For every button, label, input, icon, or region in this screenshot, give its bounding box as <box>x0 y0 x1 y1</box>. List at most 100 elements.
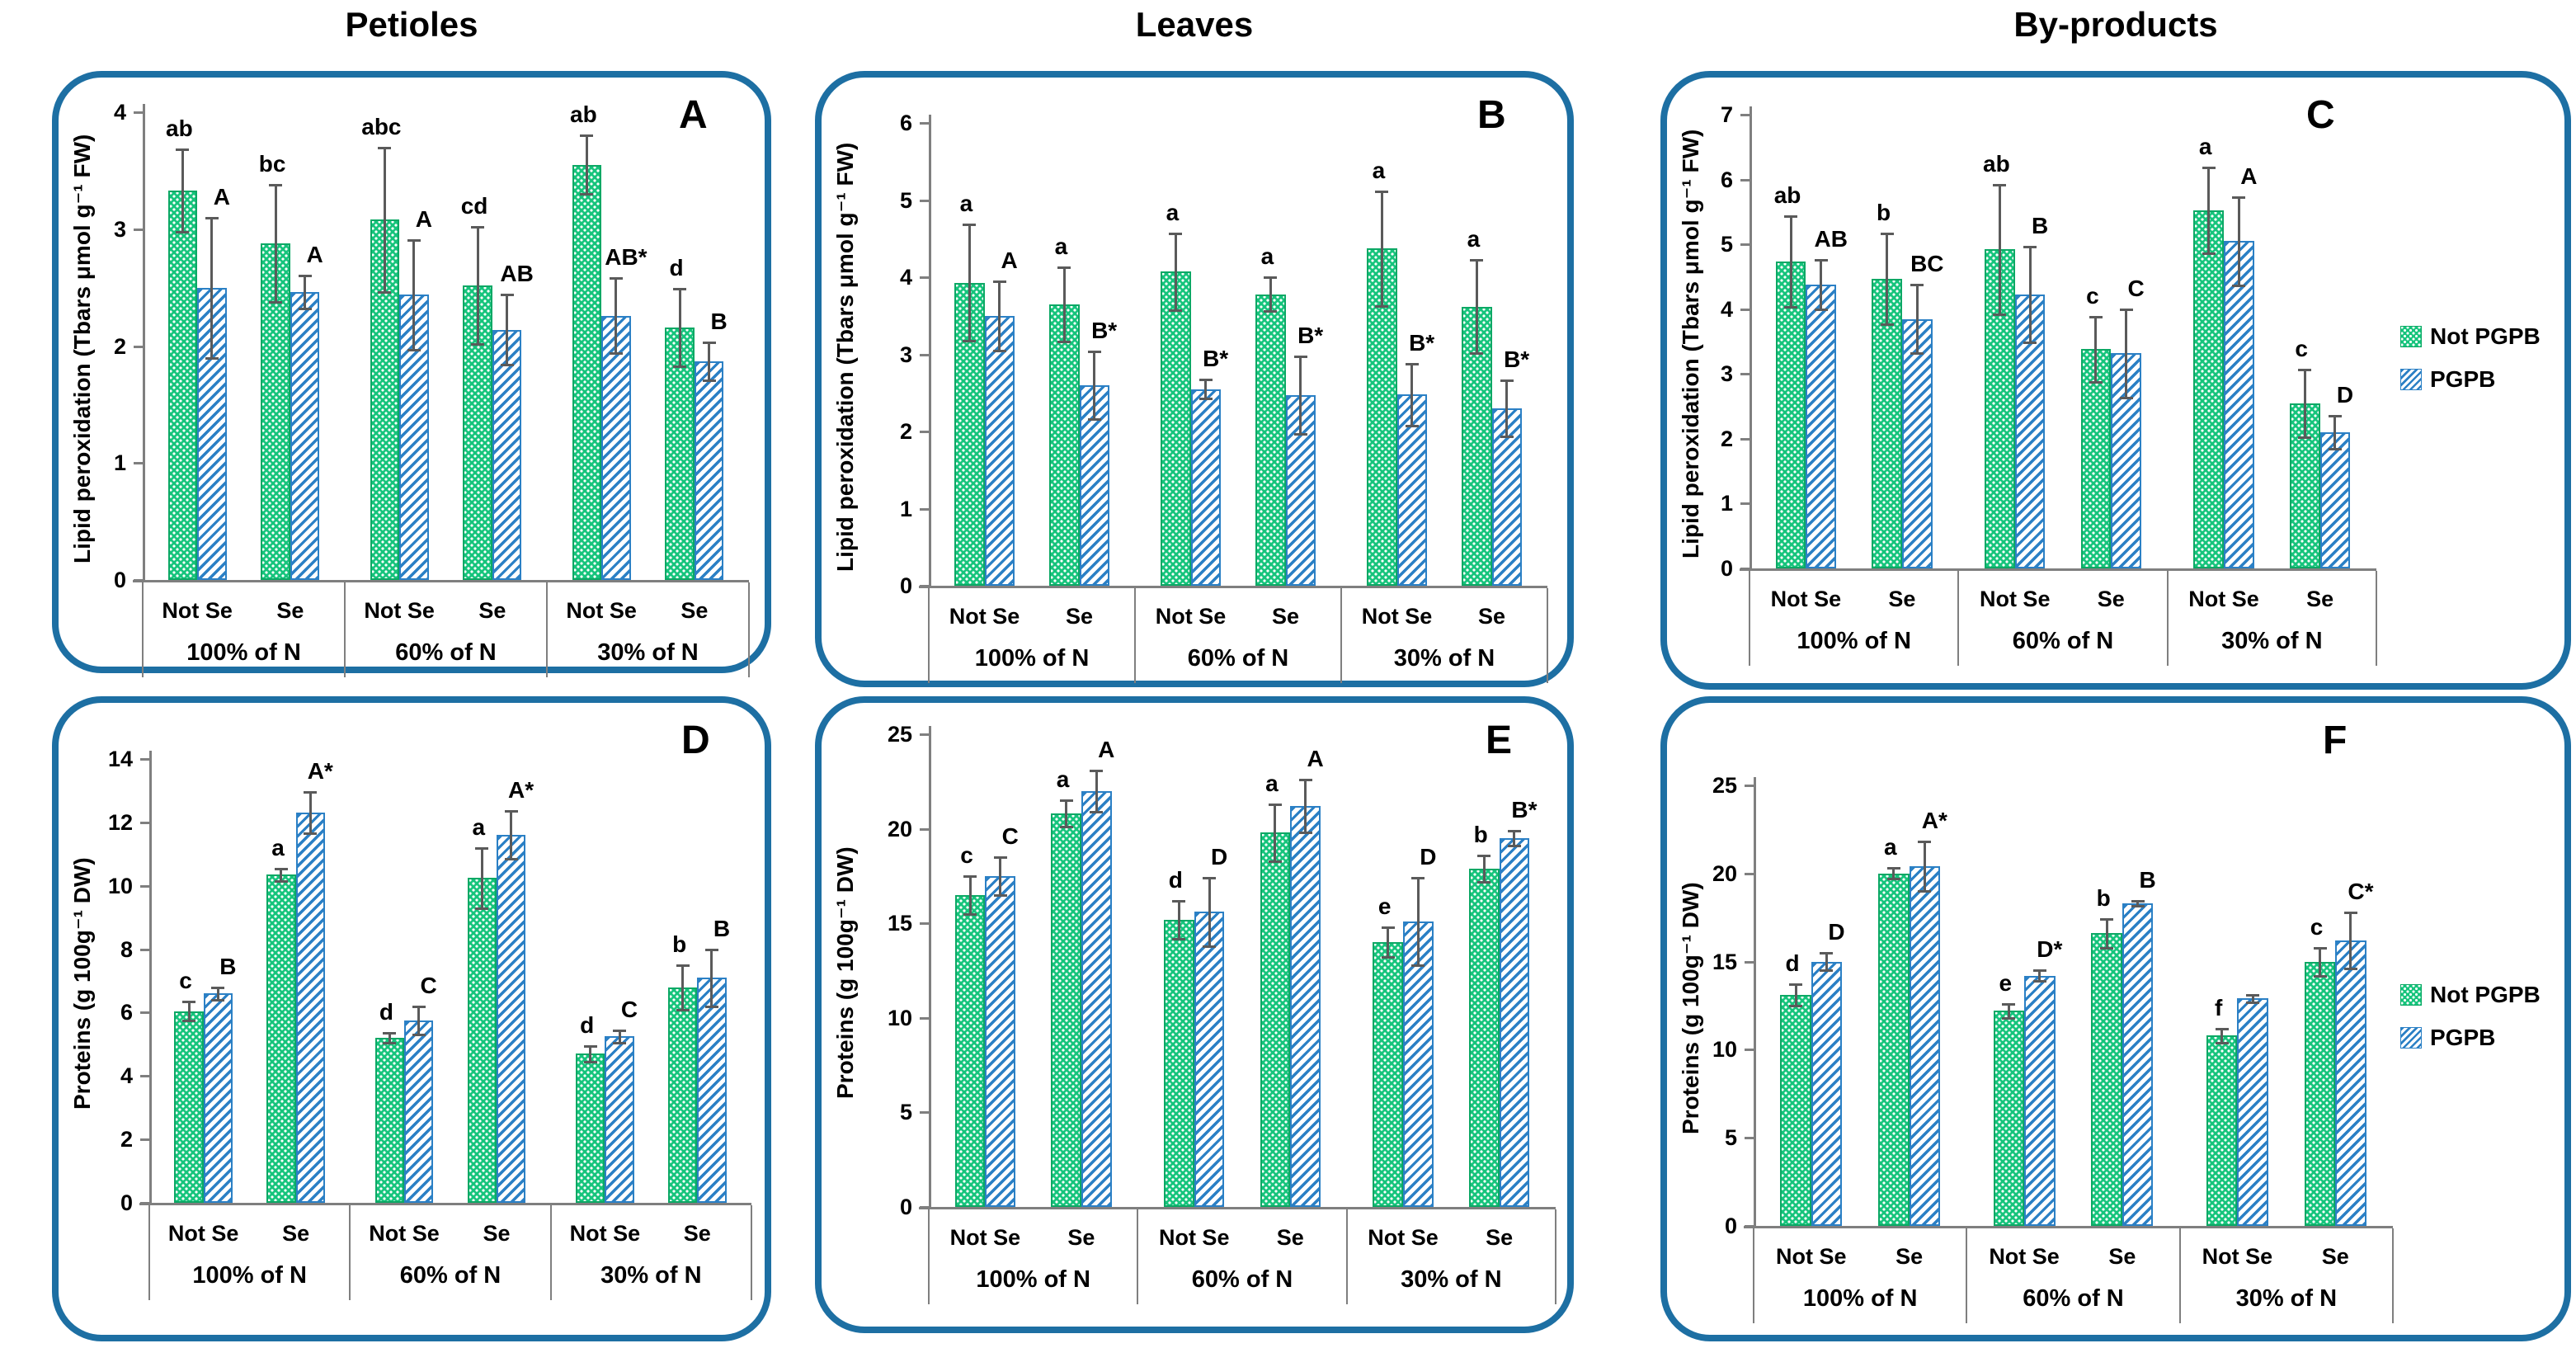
error-bar-cap-bottom <box>1820 969 1834 973</box>
error-bar-line <box>274 184 277 302</box>
significance-letter: B* <box>1297 323 1324 349</box>
y-tick-mark <box>920 733 929 736</box>
significance-letter: cd <box>460 192 488 219</box>
error-bar-line <box>2125 309 2128 398</box>
error-bar-line <box>1886 233 1889 324</box>
error-bar-line <box>1204 379 1208 398</box>
error-bar-cap-top <box>2246 994 2260 997</box>
y-tick-label: 6 <box>120 1000 133 1025</box>
error-bar-cap-top <box>704 948 718 951</box>
error-bar-cap-bottom <box>500 364 514 367</box>
y-tick-mark <box>140 1138 149 1142</box>
significance-letter: B* <box>1091 317 1118 343</box>
significance-letter: a <box>2198 134 2212 160</box>
bar-A-g3-notse-pgpb <box>601 315 631 580</box>
error-bar-cap-bottom <box>1199 397 1213 400</box>
bar-E-g3-notse-not-pgpb <box>1373 942 1404 1207</box>
y-axis-title: Proteins (g 100g⁻¹ DW) <box>832 846 858 1100</box>
panel-letter-B: B <box>1477 93 1506 137</box>
significance-letter: d <box>669 255 684 281</box>
error-bar-line <box>2349 912 2352 969</box>
error-bar-line <box>308 792 312 834</box>
y-tick-label: 2 <box>113 333 126 359</box>
x-sub-label: Se <box>282 1221 310 1246</box>
error-bar-cap-top <box>1910 283 1924 286</box>
error-bar-cap-bottom <box>471 342 485 346</box>
x-sub-label: Not Se <box>1775 1244 1847 1269</box>
x-sub-label: Se <box>1477 604 1506 629</box>
y-tick-label: 12 <box>107 809 133 835</box>
y-tick-mark <box>1740 114 1750 116</box>
error-bar-cap-bottom <box>1268 860 1282 863</box>
legend-label-pgpb: PGPB <box>2430 1025 2496 1050</box>
error-bar-cap-bottom <box>2023 341 2037 344</box>
y-tick-mark <box>140 821 149 824</box>
x-sub-label: Se <box>1888 587 1916 611</box>
y-tick-label: 0 <box>113 568 126 592</box>
bar-A-g2-se-not-pgpb <box>463 285 492 580</box>
group-separator-line <box>1137 1209 1139 1304</box>
x-sub-label: Not Se <box>369 1221 440 1246</box>
group-separator-line <box>1753 1228 1754 1323</box>
error-bar-cap-bottom <box>1405 424 1419 427</box>
error-bar-line <box>1174 233 1177 311</box>
error-bar-line <box>1065 800 1068 827</box>
x-sub-label: Se <box>2321 1244 2349 1269</box>
error-bar-line <box>412 239 416 350</box>
bar-B-g2-se-not-pgpb <box>1255 294 1286 586</box>
error-bar-line <box>1304 780 1307 833</box>
y-tick-label: 0 <box>1720 556 1733 581</box>
x-axis-line <box>133 580 749 582</box>
bar-B-g2-notse-pgpb <box>1190 389 1221 586</box>
error-bar-cap-top <box>1405 362 1419 365</box>
y-tick-label: 4 <box>120 1063 133 1089</box>
bar-C-g3-notse-pgpb <box>2224 241 2254 568</box>
y-tick-mark <box>140 1075 149 1078</box>
chart-panel-C: C Lipid peroxidation (Tbars μmol g⁻¹ FW) 0… <box>1660 71 2571 690</box>
error-bar-cap-top <box>500 294 514 297</box>
group-separator-line <box>2376 571 2377 666</box>
x-sub-label: Not Se <box>1989 1244 2060 1269</box>
y-tick-label: 1 <box>113 450 126 476</box>
y-tick-label: 0 <box>120 1190 133 1215</box>
x-group-label: 60% of N <box>1187 645 1289 672</box>
significance-letter: b <box>1473 821 1488 847</box>
x-sub-label: Not Se <box>364 598 435 623</box>
y-tick-mark <box>920 922 929 926</box>
bar-E-g3-notse-pgpb <box>1403 921 1434 1207</box>
error-bar-cap-bottom <box>211 999 225 1002</box>
error-bar-cap-bottom <box>1814 308 1828 311</box>
x-group-label: 100% of N <box>1797 628 1911 654</box>
significance-letter: AB* <box>605 244 648 271</box>
significance-letter: c <box>179 967 192 993</box>
significance-letter: c <box>2086 283 2099 309</box>
significance-letter: D* <box>2037 936 2063 963</box>
error-bar-cap-bottom <box>1886 878 1900 881</box>
x-sub-label: Not Se <box>566 598 637 623</box>
x-axis-line <box>1744 1226 2393 1228</box>
significance-letter: A <box>213 183 231 210</box>
panel-letter-E: E <box>1486 719 1513 762</box>
bar-E-g3-se-not-pgpb <box>1468 868 1500 1207</box>
y-tick-mark <box>920 122 929 125</box>
significance-letter: d <box>580 1011 595 1038</box>
bar-C-g2-notse-pgpb <box>2014 294 2046 568</box>
error-bar-cap-top <box>1411 877 1425 880</box>
error-bar-cap-bottom <box>702 379 716 382</box>
error-bar-cap-bottom <box>1880 323 1894 326</box>
significance-letter: a <box>1884 834 1897 860</box>
error-bar-cap-bottom <box>1059 826 1073 829</box>
legend-label-pgpb: PGPB <box>2430 366 2496 392</box>
error-bar-line <box>480 847 483 908</box>
error-bar-cap-top <box>1375 191 1389 194</box>
panel-letter-D: D <box>681 719 710 762</box>
y-tick-mark <box>140 1011 149 1015</box>
error-bar-cap-bottom <box>383 1041 397 1044</box>
error-bar-line <box>1410 363 1414 426</box>
significance-letter: e <box>1377 893 1392 919</box>
error-bar-cap-bottom <box>2032 980 2046 983</box>
error-bar-line <box>1820 260 1823 309</box>
error-bar-cap-bottom <box>412 1034 426 1037</box>
error-bar-cap-bottom <box>205 356 219 360</box>
group-separator-line <box>1134 588 1136 683</box>
